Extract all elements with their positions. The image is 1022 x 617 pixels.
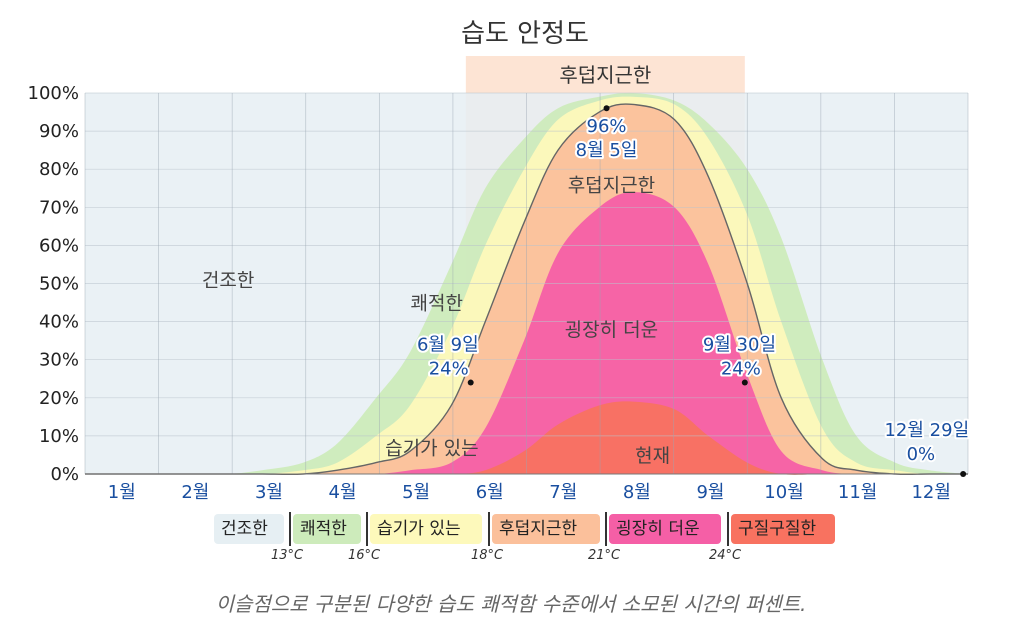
band-label: 습기가 있는 (385, 437, 478, 459)
annotation-label: 96% (587, 116, 627, 137)
legend-item: 습기가 있는 (370, 514, 482, 544)
legend-separator (605, 512, 607, 546)
legend-item: 쾌적한 (293, 514, 361, 544)
annotation-point (960, 471, 967, 477)
x-tick-label: 3월 (255, 482, 283, 503)
band-label: 굉장히 더운 (565, 319, 658, 341)
legend-separator (727, 512, 729, 546)
legend-item: 후덥지근한 (492, 514, 600, 544)
chart-title: 습도 안정도 (461, 19, 589, 49)
legend-threshold: 13°C (271, 548, 304, 563)
x-tick-label: 12월 (911, 482, 950, 503)
annotation-label: 24% (429, 359, 469, 380)
annotation-label: 24% (721, 359, 761, 380)
y-tick-label: 40% (39, 312, 79, 333)
legend-separator (366, 512, 368, 546)
annotation-label: 12월 29일 (884, 420, 969, 441)
legend-item: 건조한 (214, 514, 284, 544)
annotation-label: 0% (907, 444, 936, 465)
x-tick-label: 6월 (476, 482, 504, 503)
x-tick-label: 9월 (696, 482, 724, 503)
chart-caption: 이슬점으로 구분된 다양한 습도 쾌적함 수준에서 소모된 시간의 퍼센트. (215, 592, 807, 616)
legend: 건조한 쾌적한 습기가 있는 후덥지근한 굉장히 더운 구질구질한 (0, 512, 1022, 548)
y-tick-label: 100% (28, 83, 79, 104)
y-tick-label: 60% (39, 235, 79, 256)
x-tick-label: 7월 (549, 482, 577, 503)
annotation-label: 8월 5일 (576, 140, 638, 161)
legend-item: 굉장히 더운 (609, 514, 721, 544)
annotation-label: 9월 30일 (703, 335, 776, 356)
legend-threshold: 21°C (588, 548, 621, 563)
x-tick-label: 4월 (329, 482, 357, 503)
band-label: 후덥지근한 (568, 174, 655, 196)
annotation-point (603, 105, 610, 112)
annotation-point (741, 379, 748, 386)
y-tick-label: 30% (39, 350, 79, 371)
legend-item: 구질구질한 (731, 514, 835, 544)
y-tick-label: 90% (39, 121, 79, 142)
legend-threshold: 18°C (471, 548, 504, 563)
x-tick-label: 10월 (764, 482, 803, 503)
band-label: 쾌적한 (411, 293, 463, 315)
legend-separator (289, 512, 291, 546)
x-tick-label: 1월 (108, 482, 136, 503)
legend-threshold: 24°C (709, 548, 742, 563)
y-tick-label: 0% (50, 464, 79, 485)
annotations: 6월 9일 24% 96% 8월 5일 9월 30일 24% 12월 29일 0% (415, 105, 971, 477)
y-tick-label: 80% (39, 159, 79, 180)
x-tick-label: 11월 (838, 482, 877, 503)
x-tick-label: 5월 (402, 482, 430, 503)
annotation-label: 6월 9일 (417, 335, 479, 356)
highlight-label: 후덥지근한 (559, 63, 651, 87)
annotation-point (467, 379, 474, 386)
band-label: 현재 (635, 445, 670, 467)
x-tick-label: 2월 (181, 482, 209, 503)
legend-separator (488, 512, 490, 546)
legend-threshold: 16°C (348, 548, 381, 563)
y-tick-label: 50% (39, 274, 79, 295)
y-tick-label: 10% (39, 426, 79, 447)
band-label: 건조한 (202, 270, 254, 292)
x-tick-label: 8월 (623, 482, 651, 503)
axes: 0% 10% 20% 30% 40% 50% 60% 70% 80% 90% 100% 1월 2월 3월 4… (28, 83, 968, 503)
y-tick-label: 20% (39, 388, 79, 409)
y-tick-label: 70% (39, 197, 79, 218)
